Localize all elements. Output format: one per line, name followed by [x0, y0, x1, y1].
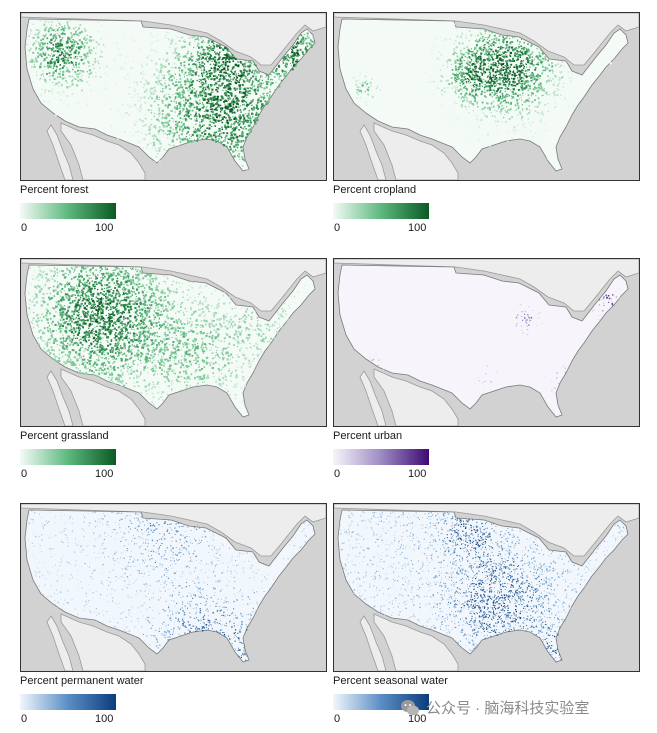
baja-landmass [46, 615, 74, 671]
land-cover-pixels-seasonal_water [339, 510, 627, 662]
us-landmass [337, 18, 629, 172]
colorbar-forest [20, 203, 116, 219]
land-cover-pixels-permanent_water [26, 510, 314, 661]
colorbar-min-cropland: 0 [334, 222, 341, 234]
baja-landmass [359, 370, 387, 426]
map-svg-forest [21, 13, 326, 180]
us-landmass [337, 509, 629, 663]
legend-title-seasonal-water: Percent seasonal water [333, 675, 448, 687]
colorbar-min-forest: 0 [21, 222, 28, 234]
canada-landmass [21, 13, 326, 66]
legend-title-forest: Percent forest [20, 184, 89, 196]
legend-title-cropland: Percent cropland [333, 184, 417, 196]
legend-title-urban: Percent urban [333, 430, 403, 442]
watermark: 公众号 · 脑海科技实验室 [400, 697, 589, 718]
canada-landmass [21, 504, 326, 557]
mexico-landmass [60, 122, 146, 180]
baja-landmass [46, 370, 74, 426]
mexico-landmass [60, 613, 146, 671]
colorbar-cropland [333, 203, 429, 219]
baja-landmass [46, 124, 74, 180]
colorbar-max-seasonal-water: 100 [408, 713, 427, 725]
canada-landmass [21, 259, 326, 312]
land-cover-pixels-forest [25, 19, 315, 171]
map-permanent-water [20, 503, 327, 672]
map-svg-urban [334, 259, 639, 426]
mexico-landmass [373, 368, 459, 426]
colorbar-min-grassland: 0 [21, 468, 28, 480]
map-svg-cropland [334, 13, 639, 180]
baja-landmass [359, 124, 387, 180]
colorbar-min-seasonal-water: 0 [334, 713, 341, 725]
colorbar-max-urban: 100 [408, 468, 427, 480]
colorbar-max-permanent-water: 100 [95, 713, 114, 725]
legend-title-permanent-water: Percent permanent water [20, 675, 144, 687]
colorbar-min-permanent-water: 0 [21, 713, 28, 725]
map-grassland [20, 258, 327, 427]
colorbar-grassland [20, 449, 116, 465]
map-svg-permanent_water [21, 504, 326, 671]
canada-landmass [334, 13, 639, 66]
colorbar-max-grassland: 100 [95, 468, 114, 480]
land-cover-pixels-cropland [345, 23, 622, 161]
colorbar-urban [333, 449, 429, 465]
mexico-landmass [373, 613, 459, 671]
baja-landmass [359, 615, 387, 671]
watermark-text: 公众号 · 脑海科技实验室 [426, 700, 590, 717]
wechat-icon [400, 698, 420, 718]
map-svg-grassland [21, 259, 326, 426]
land-cover-pixels-grassland [25, 265, 306, 407]
map-forest [20, 12, 327, 181]
colorbar-max-cropland: 100 [408, 222, 427, 234]
mexico-landmass [60, 368, 146, 426]
map-cropland [333, 12, 640, 181]
colorbar-permanent-water [20, 694, 116, 710]
canada-landmass [334, 504, 639, 557]
map-seasonal-water [333, 503, 640, 672]
legend-title-grassland: Percent grassland [20, 430, 109, 442]
us-landmass [337, 264, 629, 418]
colorbar-min-urban: 0 [334, 468, 341, 480]
colorbar-max-forest: 100 [95, 222, 114, 234]
canada-landmass [334, 259, 639, 312]
map-svg-seasonal_water [334, 504, 639, 671]
land-cover-pixels-urban [369, 279, 621, 393]
mexico-landmass [373, 122, 459, 180]
map-urban [333, 258, 640, 427]
